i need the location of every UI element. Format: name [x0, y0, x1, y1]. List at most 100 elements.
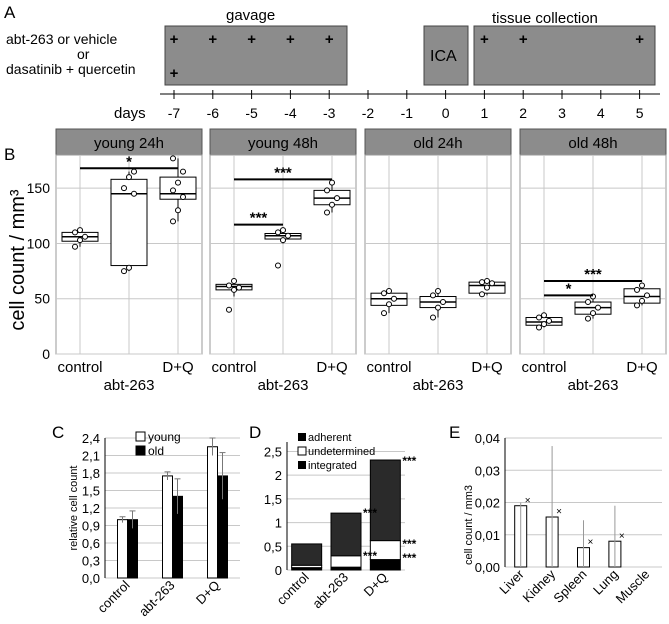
facet-title: old 48h [568, 135, 617, 152]
point-marker: × [525, 495, 531, 506]
panel-e-barchart: cell count / mm3 0,000,010,020,030,04×Li… [463, 431, 662, 606]
data-point [226, 306, 232, 313]
x-tick-abt263: abt-263 [568, 377, 619, 394]
x-tick-label: control [94, 577, 132, 615]
panel-c-plot: 0,0 0,3 0,6 0,9 1,2 1,5 1,8 2,1 2,4 control abt-26… [82, 431, 240, 619]
y-tick-label: 1 [275, 516, 282, 531]
facet-title: young 24h [94, 135, 164, 152]
panel-c-barchart: relative cell count 0,0 0,3 0,6 0,9 1,2 1,5 1,… [68, 430, 240, 619]
days-label: days [114, 105, 146, 122]
y-tick-label: 2,1 [82, 449, 100, 464]
significance-label: *** [584, 266, 602, 283]
data-point [585, 299, 591, 306]
bar-young [117, 519, 128, 579]
significance-label: *** [402, 537, 416, 551]
panel-e-plot: 0,000,010,020,030,04×Liver×Kidney×Spleen… [475, 431, 662, 606]
data-point [381, 290, 387, 297]
significance-label: *** [363, 549, 377, 563]
timeline-day-label: -1 [401, 105, 414, 121]
data-point [634, 286, 640, 293]
data-point [72, 229, 78, 236]
significance-label: *** [402, 551, 416, 565]
data-point [484, 278, 490, 285]
significance-label: *** [402, 454, 416, 468]
data-point [585, 315, 591, 322]
gavage-title: gavage [226, 7, 275, 24]
stack-undetermined [330, 555, 362, 568]
data-point [391, 295, 397, 302]
legend-adherent-label: adherent [308, 432, 351, 444]
data-point [180, 168, 186, 175]
y-tick-label: 0,01 [475, 528, 500, 543]
timeline-ticks: -7 -6 -5 -4 -3 -2 -1 0 1 2 3 4 5 [168, 90, 644, 121]
x-tick-dq: D+Q [316, 359, 347, 376]
x-tick-dq: D+Q [162, 359, 193, 376]
plus-mark: + [286, 31, 295, 48]
data-point [634, 302, 640, 309]
data-point [381, 310, 387, 317]
data-point [546, 317, 552, 324]
y-tick-label: 1,8 [82, 466, 100, 481]
y-tick-label: 0,02 [475, 496, 500, 511]
panel-letter-b: B [4, 145, 15, 164]
data-point [489, 280, 495, 287]
y-tick-label: 0,3 [82, 554, 100, 569]
x-tick-label: D+Q [193, 578, 223, 608]
data-point [536, 324, 542, 331]
data-point [275, 262, 281, 269]
timeline-plus-marks: + + + + + + + + + [170, 31, 645, 82]
data-point [231, 286, 237, 293]
point-marker: × [619, 531, 625, 542]
timeline-day-label: 2 [519, 105, 527, 121]
x-tick-control: control [521, 359, 566, 376]
point-marker: × [556, 507, 562, 518]
panel-letter-e: E [449, 423, 460, 442]
data-point [479, 291, 485, 298]
x-tick-abt263: abt-263 [104, 377, 155, 394]
plus-mark: + [247, 31, 256, 48]
data-point [386, 287, 392, 294]
significance-label: * [126, 153, 132, 170]
data-point [541, 312, 547, 319]
y-tick-label: 0,5 [264, 539, 282, 554]
data-point [121, 185, 127, 192]
data-point [386, 301, 392, 308]
data-point [170, 155, 176, 162]
facet-1: young 48h *** *** control D+Q abt-263 [209, 128, 357, 394]
data-point [440, 299, 446, 306]
facet-header [209, 128, 357, 156]
treatment-or-label: or [77, 46, 90, 62]
stack-adherent [369, 459, 401, 542]
y-tick-label: 100 [27, 235, 51, 251]
x-tick-dq: D+Q [471, 359, 502, 376]
significance-label: *** [250, 210, 268, 227]
timeline-day-label: 3 [558, 105, 566, 121]
data-point [435, 287, 441, 294]
data-point [180, 194, 186, 201]
significance-label: *** [363, 506, 377, 520]
timeline-day-label: 5 [636, 105, 644, 121]
y-tick-label: 2 [275, 468, 282, 483]
x-tick-label: Spleen [550, 567, 589, 606]
y-tick-label: 0 [275, 563, 282, 578]
data-point [334, 195, 340, 202]
y-tick-label: 0,6 [82, 536, 100, 551]
plus-mark: + [170, 31, 179, 48]
data-point [170, 187, 176, 194]
timeline-day-label: 0 [442, 105, 450, 121]
facet-0: young 24h 0 50 100 150 * control D+Q abt-263 [27, 128, 203, 394]
plus-mark: + [325, 31, 334, 48]
gavage-box [164, 25, 348, 86]
x-tick-dq: D+Q [626, 359, 657, 376]
treatment-2-label: dasatinib + quercetin [6, 61, 136, 77]
facet-title: young 48h [248, 135, 318, 152]
data-point [82, 233, 88, 240]
data-point [126, 264, 132, 271]
y-tick-label: 0,9 [82, 519, 100, 534]
facet-header [519, 128, 667, 156]
y-tick-label: 2,4 [82, 431, 100, 446]
data-point [275, 229, 281, 236]
